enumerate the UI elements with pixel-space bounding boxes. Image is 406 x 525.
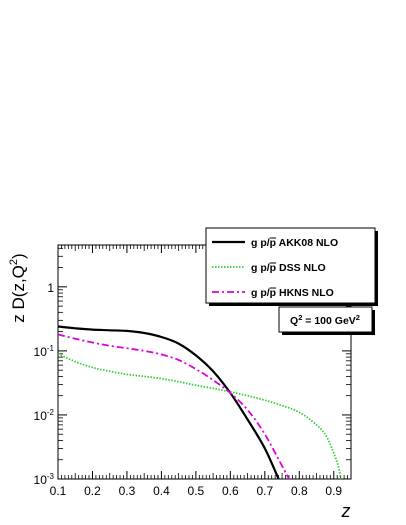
series-line-0 [58,325,280,479]
legend-label-part: p [270,287,276,299]
x-tick-label: 0.4 [153,484,170,498]
q2-annotation-part: 2 [356,313,360,322]
legend-label-part: p [270,262,276,274]
y-tick-label: 10-2 [34,408,55,423]
y-tick-exp: -1 [47,344,55,353]
legend-box [205,227,376,304]
y-tick-exp: -3 [47,472,55,481]
y-axis-title-part: z D(z,Q [9,265,28,323]
q2-annotation-part: = 100 GeV [302,315,355,327]
x-axis-title: z [341,501,351,521]
legend-label-part: DSS NLO [276,262,326,274]
legend-label-part: p [270,237,276,249]
q2-annotation-text: Q2 = 100 GeV2 [290,313,360,327]
y-tick-base: 10 [34,409,48,423]
q2-annotation-box [278,306,373,333]
y-tick-label: 1 [47,281,54,295]
legend-label-2: g p/p HKNS NLO [251,287,334,299]
legend-label-part: g p/ [251,237,270,249]
x-tick-label: 0.8 [291,484,308,498]
y-axis-title-text: z D(z,Q2) [8,253,28,322]
y-axis-title-part: 2 [8,259,20,265]
y-tick-label: 10-3 [34,472,55,487]
x-tick-label: 0.6 [222,484,239,498]
y-axis-title: z D(z,Q2) [8,253,28,322]
y-axis-title-part: ) [9,253,28,259]
plot-frame [57,244,352,480]
y-tick-label: 10-1 [34,344,55,359]
y-tick-exp: -2 [47,408,55,417]
legend-label-0: g p/p AKK08 NLO [251,237,338,249]
x-tick-label: 0.5 [188,484,205,498]
x-tick-label: 0.3 [119,484,136,498]
x-tick-label: 0.9 [325,484,342,498]
legend-label-part: g p/ [251,262,270,274]
q2-annotation-part: 2 [298,313,302,322]
series-line-1 [58,352,342,479]
y-tick-base: 10 [34,345,48,359]
q2-annotation: Q2 = 100 GeV2 [278,306,375,335]
q2-annotation-part: Q [290,315,298,327]
legend-label-part: HKNS NLO [276,287,334,299]
y-tick-base: 1 [47,281,54,295]
y-tick-base: 10 [34,473,48,487]
x-tick-label: 0.7 [256,484,273,498]
series-line-2 [58,333,290,479]
legend-label-part: AKK08 NLO [276,237,338,249]
x-tick-label: 0.1 [50,484,67,498]
legend-label-1: g p/p DSS NLO [251,262,326,274]
x-tick-label: 0.2 [84,484,101,498]
legend-label-part: g p/ [251,287,270,299]
